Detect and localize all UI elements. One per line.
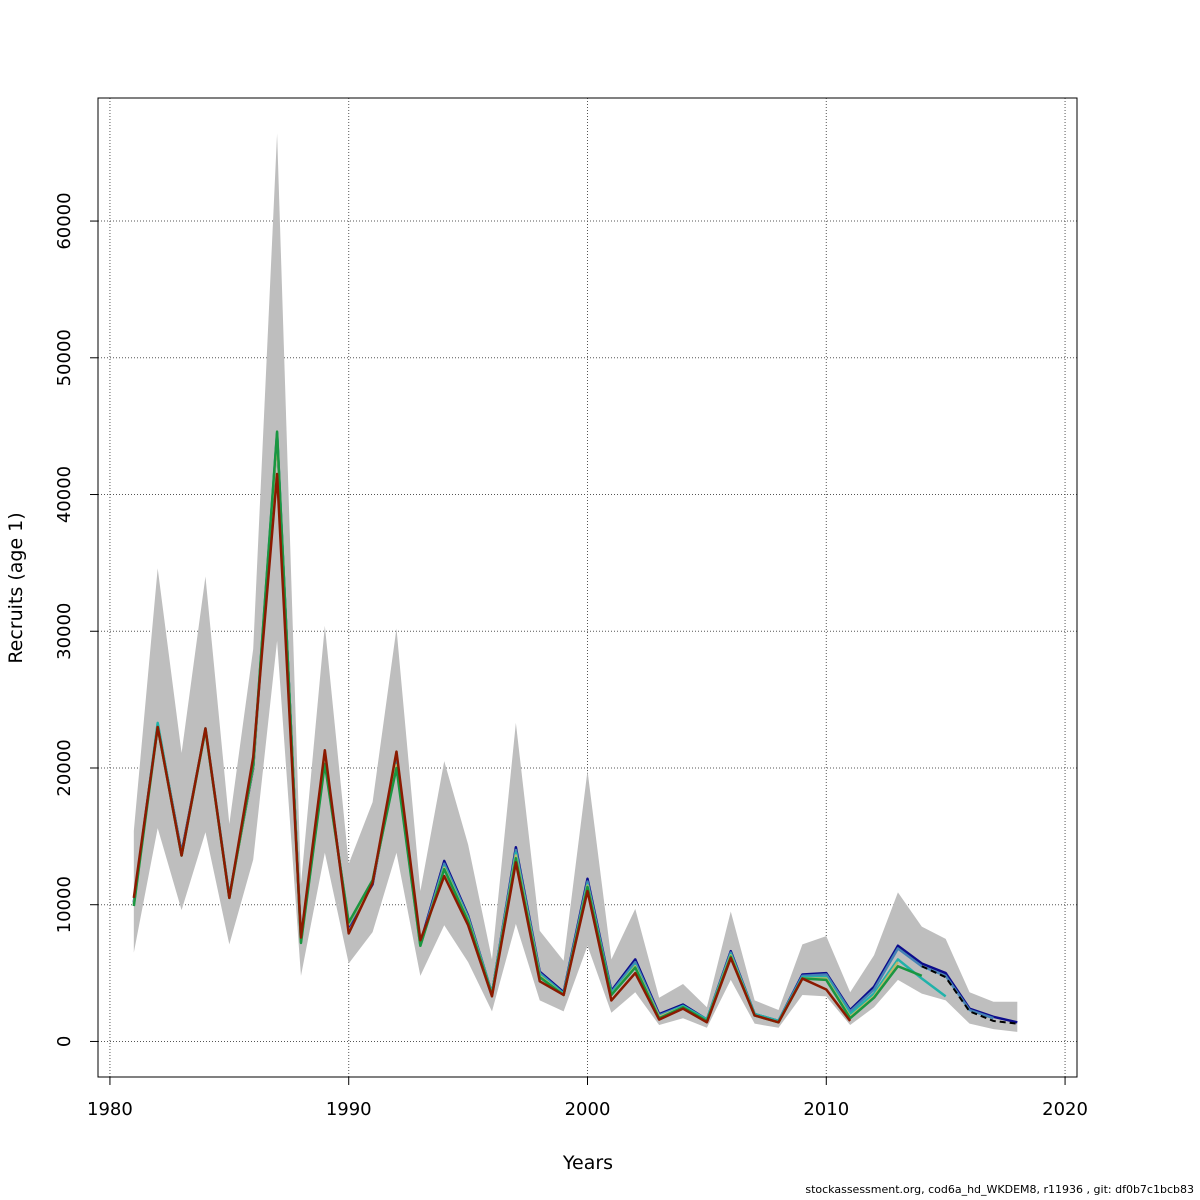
y-tick-label-60000: 60000 xyxy=(54,192,75,249)
y-tick-label-10000: 10000 xyxy=(54,876,75,933)
confidence-band-area xyxy=(133,133,1018,1032)
x-tick-label-1990: 1990 xyxy=(326,1099,372,1120)
x-axis-title: Years xyxy=(562,1152,613,1174)
x-tick-label-2010: 2010 xyxy=(803,1099,849,1120)
y-axis: 0 10000 20000 30000 40000 50000 60000 xyxy=(54,192,98,1047)
series-line-6 xyxy=(132,472,852,1024)
x-tick-label-2000: 2000 xyxy=(565,1099,611,1120)
y-tick-label-20000: 20000 xyxy=(54,739,75,796)
y-tick-label-40000: 40000 xyxy=(54,466,75,523)
y-tick-label-0: 0 xyxy=(54,1036,75,1047)
series-line-7 xyxy=(921,965,1018,1025)
x-tick-label-2020: 2020 xyxy=(1042,1099,1088,1120)
confidence-band xyxy=(133,133,1018,1032)
x-tick-label-1980: 1980 xyxy=(87,1099,133,1120)
series-lines xyxy=(132,430,1018,1025)
y-axis-title: Recruits (age 1) xyxy=(5,512,27,663)
y-tick-label-30000: 30000 xyxy=(54,603,75,660)
footer-credit: stockassessment.org, cod6a_hd_WKDEM8, r1… xyxy=(805,1183,1194,1196)
x-axis: 1980 1990 2000 2010 2020 xyxy=(87,1077,1088,1120)
y-tick-label-50000: 50000 xyxy=(54,329,75,386)
